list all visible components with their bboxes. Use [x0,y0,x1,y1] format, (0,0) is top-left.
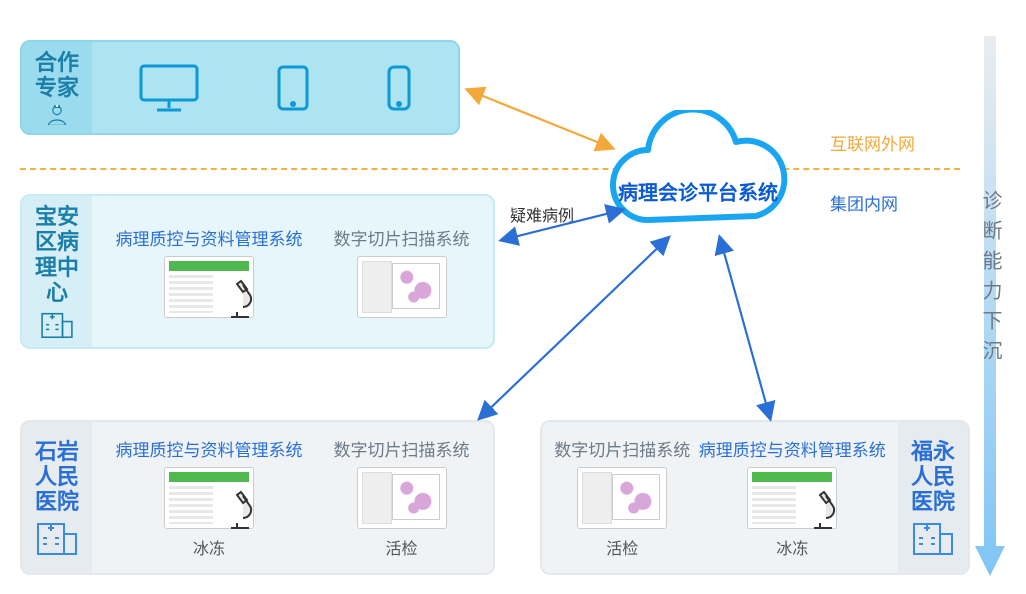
center-qc-system: 病理质控与资料管理系统 [116,225,303,318]
network-boundary-line [20,168,960,170]
scan-system-thumb [357,256,447,318]
cloud-label: 病理会诊平台系统 [618,177,778,206]
edge-difficult-case-label: 疑难病例 [510,202,574,226]
qc-system-title: 病理质控与资料管理系统 [116,225,303,250]
tablet-icon [275,64,311,112]
monitor-icon [137,62,201,114]
center-systems: 病理质控与资料管理系统 数字切片扫描系统 [92,196,493,347]
center-label: 宝安区病理中心 [33,204,81,305]
shiyan-label-strip: 石岩人民医院 [22,422,92,573]
network-external-label: 互联网外网 [830,130,915,155]
expert-partners-box: 合作专家 [20,40,460,135]
side-label: 诊断能力下沉 [976,190,1005,370]
shiyan-qc-sub: 冰冻 [193,535,225,559]
cloud-platform: 病理会诊平台系统 [588,110,808,250]
scan-system-title: 数字切片扫描系统 [334,225,470,250]
qc-system-thumb [164,256,254,318]
qc-system-thumb [164,467,254,529]
scan-system-title: 数字切片扫描系统 [554,436,690,461]
microscope-icon [804,488,838,532]
center-scan-system: 数字切片扫描系统 [334,225,470,318]
shiyan-systems: 病理质控与资料管理系统 冰冻 数字切片扫描系统 活检 [92,422,493,573]
qc-system-title: 病理质控与资料管理系统 [116,436,303,461]
fuyong-label: 福永人民医院 [909,439,957,515]
shiyan-qc-system: 病理质控与资料管理系统 冰冻 [116,436,303,559]
scan-system-thumb [357,467,447,529]
fuyong-hospital-box: 数字切片扫描系统 活检 病理质控与资料管理系统 冰冻 福永人民医院 [540,420,970,575]
shiyan-label: 石岩人民医院 [33,439,81,515]
fuyong-label-strip: 福永人民医院 [898,422,968,573]
fuyong-scan-sub: 活检 [606,535,638,559]
microscope-icon [221,277,255,321]
shiyan-scan-system: 数字切片扫描系统 活检 [334,436,470,559]
network-internal-label: 集团内网 [830,190,898,215]
expert-label: 合作专家 [33,50,81,101]
center-label-strip: 宝安区病理中心 [22,196,92,347]
fuyong-qc-system: 病理质控与资料管理系统 冰冻 [699,436,886,559]
expert-label-strip: 合作专家 [22,42,92,133]
fuyong-qc-sub: 冰冻 [776,535,808,559]
shiyan-scan-sub: 活检 [385,535,417,559]
microscope-icon [221,488,255,532]
hospital-icon [35,518,79,556]
hospital-icon [911,518,955,556]
scan-system-title: 数字切片扫描系统 [334,436,470,461]
phone-icon [385,64,413,112]
shiyan-hospital-box: 石岩人民医院 病理质控与资料管理系统 冰冻 数字切片扫描系统 活检 [20,420,495,575]
hospital-icon [35,309,79,339]
expert-devices [92,42,458,133]
qc-system-title: 病理质控与资料管理系统 [699,436,886,461]
qc-system-thumb [747,467,837,529]
fuyong-systems: 数字切片扫描系统 活检 病理质控与资料管理系统 冰冻 [542,422,898,573]
doctor-icon [37,105,77,125]
pathology-center-box: 宝安区病理中心 病理质控与资料管理系统 数字切片扫描系统 [20,194,495,349]
scan-system-thumb [577,467,667,529]
fuyong-scan-system: 数字切片扫描系统 活检 [554,436,690,559]
